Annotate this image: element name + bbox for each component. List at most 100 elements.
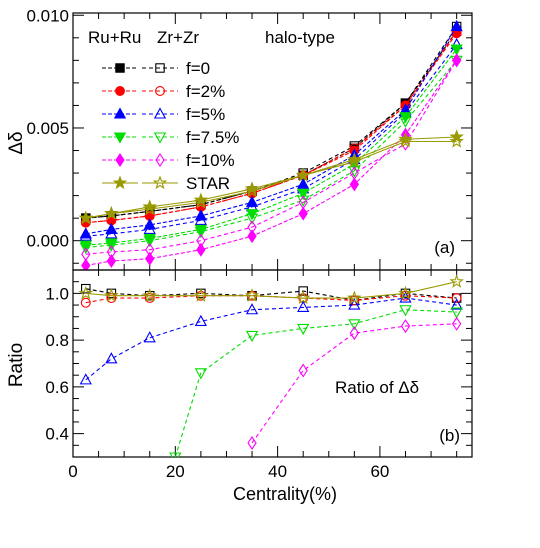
data-point: [298, 286, 308, 296]
data-point: [398, 285, 413, 300]
legend-label: f=7.5%: [186, 128, 239, 147]
data-point: [348, 298, 361, 310]
data-point: [105, 240, 118, 252]
data-point: [244, 183, 260, 198]
series-line: [85, 48, 458, 246]
data-point: [247, 229, 257, 244]
legend-marker: [115, 86, 125, 96]
data-point: [193, 288, 209, 302]
data-point: [298, 363, 308, 378]
legend-marker: [113, 107, 127, 119]
data-point: [143, 236, 156, 248]
legend-marker: [155, 153, 165, 167]
data-point: [349, 295, 360, 306]
series-line: [85, 26, 458, 219]
data-point: [349, 166, 360, 181]
data-point: [400, 290, 411, 301]
data-point: [450, 307, 463, 319]
data-point: [196, 233, 206, 248]
data-point: [451, 53, 462, 68]
series-line: [85, 281, 457, 299]
legend-label: f=10%: [186, 151, 235, 170]
panel-b-label: (b): [439, 426, 460, 445]
data-point: [194, 368, 208, 380]
panel-a-y-axis-title: Δδ: [6, 131, 27, 154]
panel-a-y-tick-label: 0.000: [26, 232, 69, 251]
data-point: [79, 373, 92, 385]
data-point: [79, 242, 92, 255]
legend-label: f=5%: [186, 105, 225, 124]
series-line: [251, 323, 457, 444]
legend-marker: [112, 175, 128, 190]
legend-label: STAR: [186, 174, 230, 193]
series-line: [85, 288, 457, 301]
panel-a-annotation: halo-type: [265, 28, 335, 47]
data-point: [451, 293, 462, 303]
data-point: [398, 133, 413, 148]
series-line: [85, 26, 458, 235]
panel-b-y-tick-label: 0.6: [45, 378, 69, 397]
data-point: [295, 290, 311, 305]
data-point: [347, 154, 362, 168]
data-point: [142, 201, 157, 216]
panel-b-series: [78, 274, 464, 457]
data-point: [451, 316, 462, 331]
series-line: [85, 30, 458, 224]
legend-label: f=0: [186, 59, 210, 78]
data-point: [298, 206, 308, 221]
data-point: [80, 297, 91, 308]
data-point: [106, 244, 117, 259]
data-point: [81, 247, 91, 262]
data-point: [194, 227, 208, 239]
data-point: [297, 300, 310, 312]
legend-marker: [155, 63, 165, 73]
series-line: [85, 295, 457, 304]
data-point: [449, 133, 464, 148]
legend-marker: [113, 132, 127, 144]
series-line: [85, 297, 457, 381]
panel-a-y-tick-label: 0.010: [26, 6, 69, 25]
data-point: [450, 298, 463, 310]
data-point: [169, 452, 182, 457]
series-line: [85, 140, 457, 219]
x-tick-label: 0: [68, 462, 77, 481]
series-line: [85, 60, 458, 255]
data-point: [247, 220, 257, 235]
data-point: [194, 213, 208, 225]
data-point: [347, 290, 362, 305]
panel-b-y-tick-label: 0.8: [45, 331, 69, 350]
data-point: [104, 288, 119, 302]
series-line: [174, 309, 457, 457]
panel-b-frame: [72, 269, 473, 458]
data-point: [245, 213, 259, 225]
panel-a-series: [78, 19, 464, 270]
data-point: [399, 305, 412, 317]
data-point: [349, 326, 360, 341]
x-tick-label: 60: [370, 462, 389, 481]
data-point: [81, 283, 91, 294]
data-point: [399, 116, 412, 128]
panel-b-y-tick-label: 0.4: [45, 425, 69, 444]
data-point: [349, 177, 360, 192]
data-point: [348, 319, 361, 331]
data-point: [245, 330, 259, 343]
legend-marker: [155, 86, 165, 96]
data-point: [105, 227, 118, 239]
data-point: [78, 210, 93, 225]
series-line: [85, 44, 458, 237]
data-point: [400, 319, 411, 334]
data-point: [193, 194, 209, 209]
series-line: [85, 32, 458, 224]
legend-header: Zr+Zr: [157, 28, 199, 47]
x-axis-title: Centrality(%): [233, 484, 337, 504]
series-line: [85, 30, 458, 219]
legend-marker: [115, 153, 125, 167]
data-point: [295, 167, 311, 182]
panel-b-y-tick-label: 1.0: [45, 284, 69, 303]
series-line: [85, 136, 457, 219]
data-point: [449, 274, 464, 288]
data-point: [104, 206, 119, 220]
data-point: [298, 195, 308, 210]
panel-a: 0.000 0.005 0.010: [26, 6, 473, 271]
